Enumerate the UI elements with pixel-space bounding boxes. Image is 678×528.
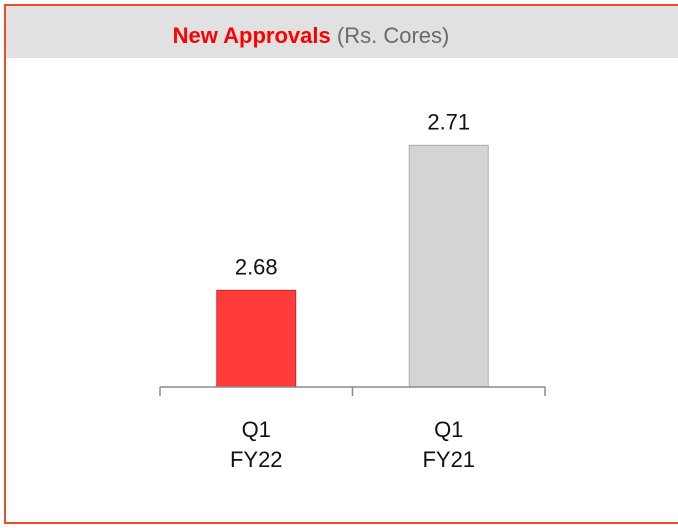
panel-border — [4, 4, 678, 524]
x-tick-label: Q1 FY21 — [422, 417, 476, 472]
header: New Approvals (Rs. Cores) — [6, 6, 678, 58]
title-text: New Approvals — [172, 23, 331, 48]
value-label: 2.68 — [235, 254, 278, 279]
unit-text: (Rs. Cores) — [336, 23, 450, 48]
value-label: 2.71 — [427, 109, 470, 134]
x-tick-label: Q1 FY22 — [229, 417, 283, 472]
bar — [408, 144, 489, 388]
chart-title: New Approvals (Rs. Cores) — [6, 23, 616, 49]
bar — [216, 289, 297, 388]
